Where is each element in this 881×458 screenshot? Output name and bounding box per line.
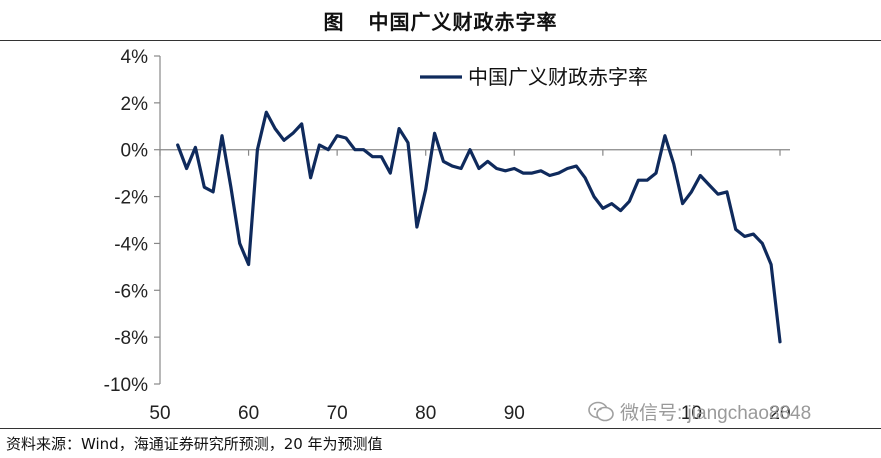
x-ticks: 50 60 70 80 90 10 20 <box>149 149 791 424</box>
legend-label: 中国广义财政赤字率 <box>468 65 648 89</box>
watermark-text: 微信号: jiangchao8848 <box>620 403 812 424</box>
y-tick-label: -10% <box>104 375 148 396</box>
wechat-icon <box>588 401 614 423</box>
y-tick-label: 4% <box>121 47 149 68</box>
y-tick-label: -6% <box>114 281 148 302</box>
source-note: 资料来源：Wind，海通证券研究所预测，20 年为预测值 <box>0 428 881 458</box>
x-tick-label: 80 <box>415 403 436 424</box>
x-tick-label: 50 <box>149 403 170 424</box>
y-tick-label: -2% <box>114 188 148 209</box>
x-tick-label: 70 <box>327 403 348 424</box>
figure-label: 图 <box>323 9 345 34</box>
x-tick-label: 10 <box>681 403 702 424</box>
watermark: 微信号: jiangchao8848 <box>588 398 811 425</box>
series-line <box>176 110 782 344</box>
figure-title: 图 中国广义财政赤字率 <box>0 0 881 41</box>
y-tick-label: 2% <box>121 94 149 115</box>
y-tick-label: 0% <box>121 141 149 162</box>
y-tick-label: -4% <box>114 234 148 255</box>
x-tick-label: 90 <box>504 403 525 424</box>
y-ticks: 4% 2% 0% -2% -4% -6% -8% -10% <box>104 47 160 396</box>
x-tick-label: 20 <box>769 403 790 424</box>
legend: 中国广义财政赤字率 <box>420 65 648 89</box>
figure-title-text: 中国广义财政赤字率 <box>368 9 558 34</box>
y-tick-label: -8% <box>114 328 148 349</box>
source-text: 资料来源：Wind，海通证券研究所预测，20 年为预测值 <box>6 435 383 453</box>
x-tick-label: 60 <box>238 403 259 424</box>
